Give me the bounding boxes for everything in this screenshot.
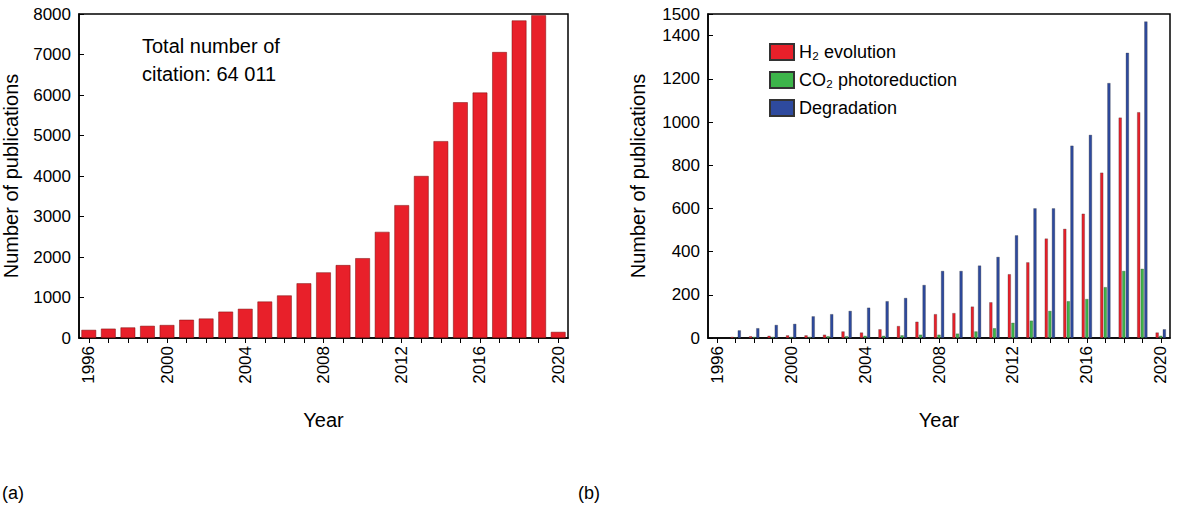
svg-text:2004: 2004: [856, 346, 875, 384]
svg-text:3000: 3000: [33, 207, 71, 226]
svg-text:Total number of: Total number of: [142, 35, 285, 57]
svg-text:0: 0: [62, 329, 71, 348]
svg-text:2004: 2004: [236, 346, 255, 384]
svg-text:2016: 2016: [1077, 346, 1096, 384]
svg-text:400: 400: [672, 242, 700, 261]
svg-text:600: 600: [672, 199, 700, 218]
svg-text:6000: 6000: [33, 86, 71, 105]
svg-text:Year: Year: [303, 409, 344, 431]
svg-text:7000: 7000: [33, 45, 71, 64]
svg-text:0: 0: [691, 329, 700, 348]
svg-text:H₂ evolution: H₂ evolution: [799, 42, 896, 62]
svg-text:1400: 1400: [662, 26, 700, 45]
svg-text:(a): (a): [2, 483, 24, 503]
svg-text:2020: 2020: [549, 346, 568, 384]
svg-text:1996: 1996: [708, 346, 727, 384]
svg-text:Degradation: Degradation: [799, 98, 897, 118]
svg-text:citation: 64 011: citation: 64 011: [142, 63, 276, 85]
svg-text:1000: 1000: [33, 288, 71, 307]
svg-text:1500: 1500: [662, 5, 700, 24]
svg-text:2000: 2000: [33, 248, 71, 267]
svg-text:8000: 8000: [33, 5, 71, 24]
svg-text:2020: 2020: [1151, 346, 1170, 384]
svg-text:2016: 2016: [470, 346, 489, 384]
svg-text:1000: 1000: [662, 113, 700, 132]
svg-text:Number of publications: Number of publications: [0, 74, 22, 279]
svg-text:2000: 2000: [158, 346, 177, 384]
svg-text:1200: 1200: [662, 69, 700, 88]
svg-text:CO₂ photoreduction: CO₂ photoreduction: [799, 70, 957, 90]
svg-text:5000: 5000: [33, 126, 71, 145]
svg-text:Year: Year: [919, 409, 960, 431]
svg-text:(b): (b): [578, 483, 600, 503]
svg-text:2012: 2012: [1003, 346, 1022, 384]
svg-text:2000: 2000: [782, 346, 801, 384]
svg-text:Number of publications: Number of publications: [627, 74, 649, 279]
svg-text:2008: 2008: [314, 346, 333, 384]
svg-text:2008: 2008: [930, 346, 949, 384]
svg-text:4000: 4000: [33, 167, 71, 186]
svg-text:1996: 1996: [79, 346, 98, 384]
svg-text:2012: 2012: [392, 346, 411, 384]
svg-text:800: 800: [672, 156, 700, 175]
svg-text:200: 200: [672, 285, 700, 304]
